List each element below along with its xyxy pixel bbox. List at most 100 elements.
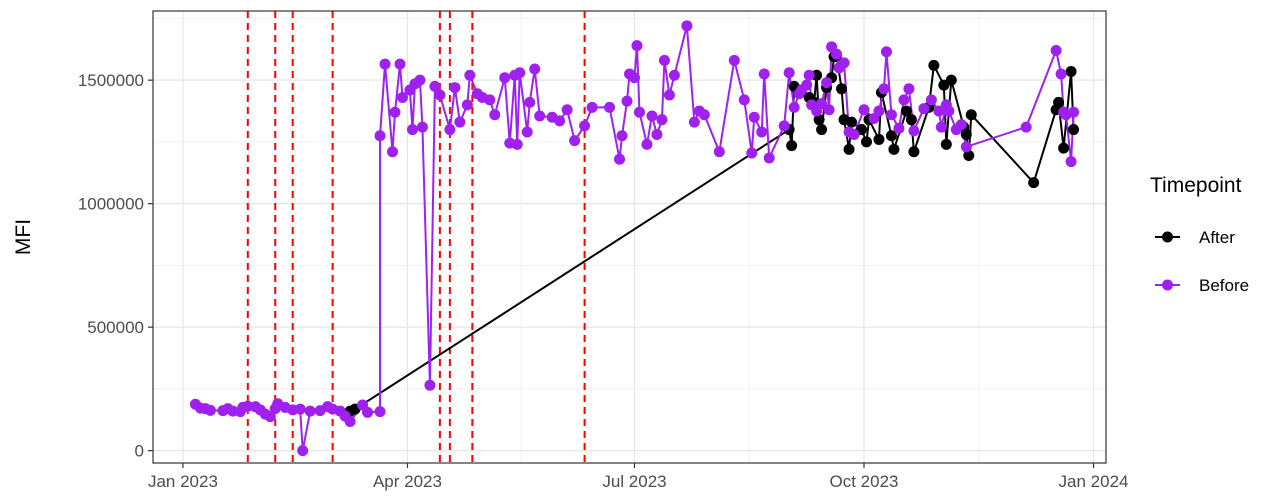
data-point-before [778, 120, 790, 132]
data-point-after [1065, 66, 1077, 78]
data-point-after [888, 143, 900, 155]
data-point-before [838, 57, 850, 69]
data-point-before [925, 94, 937, 106]
data-point-after [1028, 177, 1040, 189]
legend-items: After Before [1155, 228, 1249, 295]
data-point-before [499, 72, 511, 84]
data-point-before [604, 101, 616, 113]
data-point-before [898, 94, 910, 106]
data-point-before [389, 106, 401, 118]
data-point-after [900, 105, 912, 117]
data-point-after [1053, 96, 1065, 108]
data-point-before [379, 58, 391, 70]
y-tick-label: 1000000 [78, 195, 144, 214]
data-point-before [434, 89, 446, 101]
data-point-before [960, 141, 972, 153]
data-point-before [1050, 45, 1062, 57]
data-point-before [204, 404, 216, 416]
data-point-before [935, 121, 947, 133]
data-point-before [646, 110, 658, 122]
data-point-after [861, 136, 873, 148]
x-tick-label: Jul 2023 [602, 472, 666, 491]
data-point-before [514, 67, 526, 79]
data-point-before [1020, 121, 1032, 133]
data-point-before [449, 82, 461, 94]
data-point-after [1058, 142, 1070, 154]
x-axis-tick-labels: Jan 2023 Apr 2023 Jul 2023 Oct 2023 Jan 2024 [148, 472, 1129, 491]
data-point-after [836, 83, 848, 95]
data-point-before [344, 416, 356, 428]
data-point-before [933, 105, 945, 117]
data-point-before [668, 69, 680, 81]
data-point-before [858, 104, 870, 116]
y-tick-label: 1500000 [78, 71, 144, 90]
data-point-before [943, 105, 955, 117]
data-point-before [801, 79, 813, 91]
data-point-before [658, 54, 670, 66]
y-tick-label: 0 [135, 442, 144, 461]
data-point-before [511, 138, 523, 150]
data-point-before [424, 379, 436, 391]
axis-ticks [148, 79, 1095, 468]
data-point-before [893, 122, 905, 134]
data-point-after [905, 114, 917, 126]
data-point-before [374, 130, 386, 142]
legend-label: Before [1199, 276, 1249, 295]
data-point-before [823, 104, 835, 116]
data-point-before [903, 83, 915, 95]
panel-border [152, 10, 1107, 464]
data-point-before [788, 101, 800, 113]
data-point-before [414, 74, 426, 86]
data-point-after [885, 130, 897, 142]
data-point-before [1065, 156, 1077, 168]
x-tick-label: Apr 2023 [373, 472, 442, 491]
data-point-before [728, 54, 740, 66]
data-point-before [918, 103, 930, 115]
data-point-before [633, 106, 645, 118]
data-point-before [534, 110, 546, 122]
data-point-after [960, 128, 972, 140]
x-tick-label: Jan 2024 [1059, 472, 1129, 491]
data-point-before [688, 116, 700, 128]
data-point-before [489, 109, 501, 121]
data-point-before [569, 135, 581, 147]
data-point-before [429, 80, 441, 92]
data-point-before [748, 111, 760, 123]
data-point-before [386, 146, 398, 158]
legend-item-after: After [1155, 228, 1235, 247]
data-point-before [484, 94, 496, 106]
data-point-before [394, 58, 406, 70]
data-point-after [963, 149, 975, 161]
data-point-before [821, 77, 833, 89]
legend: Timepoint After Before [1150, 174, 1249, 295]
data-point-after [786, 140, 798, 152]
data-point-before [464, 69, 476, 81]
data-point-before [628, 72, 640, 84]
legend-key-point [1162, 231, 1173, 243]
data-point-before [586, 101, 598, 113]
data-point-before [783, 67, 795, 79]
data-point-before [873, 105, 885, 117]
data-point-before [656, 114, 668, 126]
data-point-before [521, 126, 533, 138]
data-point-before [444, 124, 456, 136]
data-point-before [1068, 106, 1080, 118]
data-point-before [738, 94, 750, 106]
y-axis-tick-labels: 0 500000 1000000 1500000 [78, 71, 144, 460]
data-point-after [813, 114, 825, 126]
y-axis-title: MFI [12, 219, 35, 255]
data-point-before [304, 405, 316, 417]
data-point-after [908, 146, 920, 158]
data-point-before [561, 104, 573, 116]
x-tick-label: Jan 2023 [148, 472, 218, 491]
data-point-before [663, 89, 675, 101]
data-point-before [803, 69, 815, 81]
data-point-before [908, 125, 920, 137]
data-point-before [554, 115, 566, 127]
data-point-before [746, 147, 758, 159]
series-points [189, 20, 1080, 457]
legend-title: Timepoint [1150, 174, 1242, 197]
x-tick-label: Oct 2023 [830, 472, 899, 491]
data-point-before [297, 445, 309, 457]
